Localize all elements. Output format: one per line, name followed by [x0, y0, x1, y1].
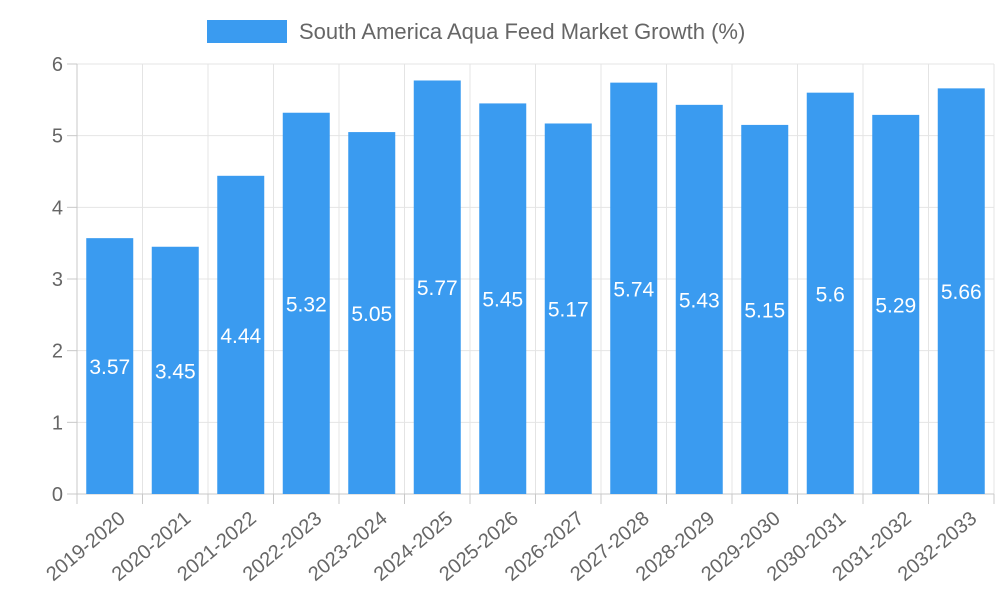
bar[interactable]	[675, 104, 723, 494]
bar[interactable]	[282, 112, 330, 494]
data-label: 5.74	[613, 278, 654, 301]
bar[interactable]	[872, 114, 920, 494]
legend-label: South America Aqua Feed Market Growth (%…	[299, 19, 745, 44]
y-axis-ticks: 0 1 2 3 4 5 6	[52, 54, 77, 506]
data-labels: 3.57 3.45 4.44 5.32 5.05 5.77 5.45 5.17 5.74 5.43…	[89, 277, 981, 383]
y-tick-label: 0	[52, 484, 63, 506]
data-label: 5.32	[286, 293, 327, 316]
data-label: 5.77	[417, 277, 458, 300]
bar[interactable]	[741, 124, 789, 495]
data-label: 5.45	[482, 289, 523, 312]
bar[interactable]	[479, 103, 527, 495]
bar[interactable]	[413, 80, 461, 494]
data-label: 5.6	[816, 283, 845, 306]
y-tick-label: 2	[52, 341, 63, 363]
y-tick-label: 5	[52, 126, 63, 148]
data-label: 5.05	[351, 303, 392, 326]
data-label: 3.57	[89, 356, 130, 379]
grid	[77, 63, 995, 494]
data-label: 4.44	[220, 325, 261, 348]
bar[interactable]	[544, 123, 592, 494]
bar[interactable]	[610, 82, 658, 494]
bar[interactable]	[937, 88, 985, 494]
y-tick-label: 6	[52, 54, 63, 76]
bar[interactable]	[348, 132, 396, 495]
bar[interactable]	[86, 238, 134, 494]
data-label: 5.29	[875, 294, 916, 317]
bar[interactable]	[806, 92, 854, 495]
bar[interactable]	[217, 175, 265, 495]
data-label: 5.43	[679, 289, 720, 312]
data-label: 5.17	[548, 299, 589, 322]
y-tick-label: 4	[52, 197, 63, 219]
y-tick-label: 1	[52, 412, 63, 434]
data-label: 3.45	[155, 360, 196, 383]
legend[interactable]: South America Aqua Feed Market Growth (%…	[207, 19, 745, 44]
bar[interactable]	[151, 246, 199, 494]
bars	[86, 80, 985, 495]
data-label: 5.15	[744, 299, 785, 322]
legend-swatch	[207, 20, 287, 43]
x-axis-ticks: 2019-20202020-20212021-20222022-20232023…	[42, 494, 995, 586]
y-tick-label: 3	[52, 269, 63, 291]
data-label: 5.66	[941, 281, 982, 304]
